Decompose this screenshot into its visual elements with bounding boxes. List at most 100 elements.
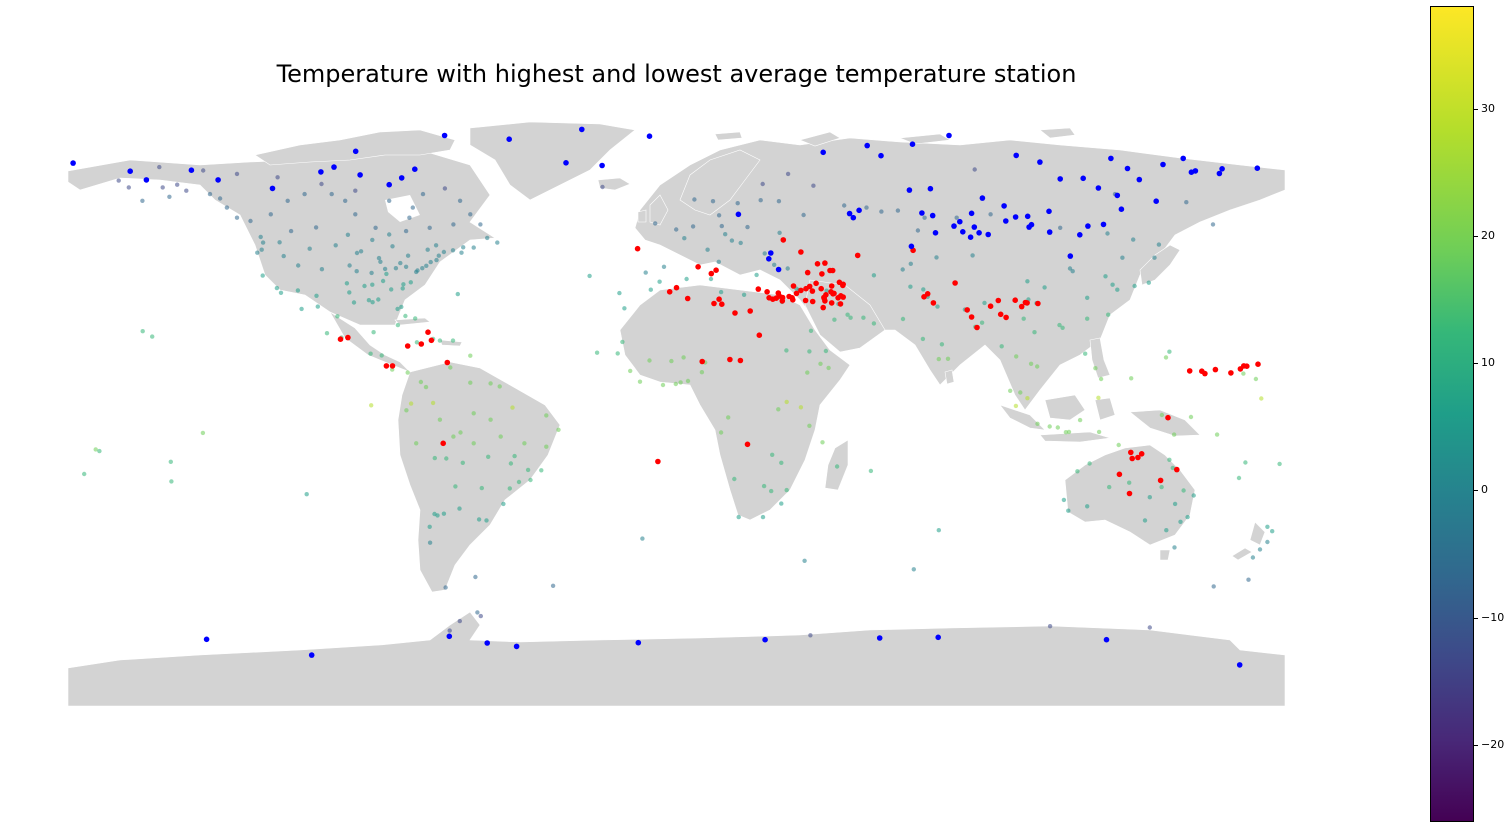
station-marker	[784, 399, 789, 405]
highest-temp-station-marker	[819, 271, 825, 277]
station-marker	[420, 191, 426, 197]
tasmania-landmass	[1159, 549, 1171, 561]
station-marker	[736, 514, 741, 520]
station-marker	[455, 291, 460, 297]
station-marker	[760, 514, 766, 520]
station-marker	[278, 290, 284, 295]
lowest-temp-station-marker	[308, 652, 315, 658]
highest-temp-station-marker	[786, 293, 792, 300]
station-marker	[716, 259, 721, 264]
station-marker	[510, 405, 515, 410]
station-marker	[468, 380, 473, 385]
station-marker	[457, 506, 462, 511]
lowest-temp-station-marker	[143, 177, 150, 183]
station-marker	[738, 240, 743, 246]
station-marker	[1025, 279, 1030, 284]
station-marker	[587, 273, 592, 279]
lowest-temp-station-marker	[563, 160, 569, 166]
highest-temp-station-marker	[822, 260, 828, 266]
station-marker	[1147, 495, 1153, 500]
station-marker	[842, 203, 847, 208]
lowest-temp-station-marker	[398, 175, 405, 181]
station-marker	[414, 441, 419, 446]
lowest-temp-station-marker	[1100, 221, 1107, 228]
lowest-temp-station-marker	[976, 230, 982, 236]
highest-temp-station-marker	[854, 252, 861, 259]
station-marker	[723, 232, 728, 237]
station-marker	[299, 306, 304, 312]
station-marker	[1047, 624, 1053, 629]
station-marker	[522, 441, 527, 446]
lowest-temp-station-marker	[441, 132, 448, 139]
lowest-temp-station-marker	[1037, 159, 1043, 165]
station-marker	[376, 297, 381, 302]
lowest-temp-station-marker	[1188, 169, 1195, 175]
station-marker	[403, 228, 409, 234]
station-marker	[970, 253, 975, 258]
lowest-temp-station-marker	[1057, 176, 1063, 182]
station-marker	[167, 194, 172, 199]
station-marker	[1085, 295, 1090, 300]
station-marker	[313, 225, 319, 230]
station-marker	[258, 234, 263, 240]
station-marker	[1055, 425, 1061, 430]
station-marker	[528, 477, 533, 483]
highest-temp-station-marker	[803, 285, 809, 292]
station-marker	[93, 447, 98, 452]
highest-temp-station-marker	[840, 294, 846, 300]
station-marker	[1277, 461, 1282, 467]
station-marker	[1106, 312, 1111, 317]
station-marker	[685, 378, 691, 384]
station-marker	[1066, 508, 1071, 513]
station-marker	[140, 198, 145, 203]
highest-temp-station-marker	[1212, 366, 1219, 373]
station-marker	[681, 355, 686, 360]
station-marker	[900, 267, 905, 272]
station-marker	[823, 348, 829, 354]
station-marker	[556, 427, 561, 432]
station-marker	[988, 212, 993, 217]
lowest-temp-station-marker	[1219, 166, 1225, 172]
africa-landmass	[619, 284, 851, 521]
station-marker	[379, 353, 384, 358]
highest-temp-station-marker	[830, 291, 836, 297]
station-marker	[690, 224, 696, 229]
station-marker	[758, 198, 763, 203]
station-marker	[175, 182, 180, 187]
highest-temp-station-marker	[1237, 366, 1244, 372]
highest-temp-station-marker	[337, 336, 344, 343]
station-marker	[448, 365, 453, 370]
station-marker	[380, 278, 386, 284]
station-marker	[1013, 403, 1019, 409]
station-marker	[376, 255, 382, 261]
station-marker	[405, 253, 411, 258]
station-marker	[776, 199, 782, 204]
lowest-temp-station-marker	[1180, 155, 1186, 162]
station-marker	[1171, 432, 1177, 437]
station-marker	[457, 618, 462, 624]
station-marker	[622, 306, 627, 311]
station-marker	[735, 201, 740, 206]
lowest-temp-station-marker	[513, 643, 520, 650]
station-marker	[471, 411, 476, 416]
station-marker	[684, 276, 689, 282]
station-marker	[920, 336, 926, 342]
highest-temp-station-marker	[732, 310, 738, 316]
highest-temp-station-marker	[764, 289, 770, 295]
colorbar-tick-label: 20	[1481, 228, 1495, 242]
station-marker	[682, 236, 687, 241]
lowest-temp-station-marker	[876, 635, 883, 641]
station-marker	[1167, 457, 1172, 462]
station-marker	[370, 300, 375, 305]
station-marker	[184, 188, 189, 193]
highest-temp-station-marker	[428, 337, 435, 344]
station-marker	[324, 331, 330, 336]
lowest-temp-station-marker	[318, 169, 324, 175]
iceland-landmass	[597, 177, 631, 191]
station-marker	[710, 199, 716, 204]
station-marker	[427, 225, 432, 230]
station-marker	[471, 245, 476, 250]
colorbar-tick-label: −20	[1481, 737, 1505, 751]
highest-temp-station-marker	[1126, 490, 1133, 497]
station-marker	[900, 316, 906, 322]
